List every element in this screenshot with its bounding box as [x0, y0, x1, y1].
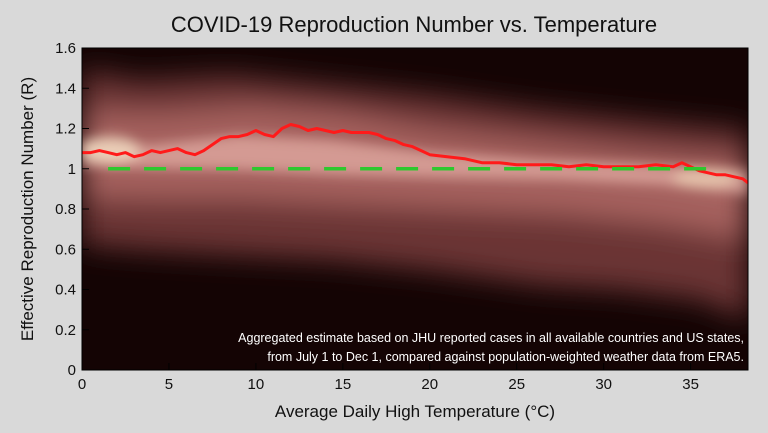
r-estimate-line — [82, 123, 748, 184]
density-hotspot-right — [673, 168, 737, 188]
annotation-line-2: from July 1 to Dec 1, compared against p… — [267, 350, 744, 364]
y-tick-label: 0.8 — [55, 201, 76, 218]
chart-title: COVID-19 Reproduction Number vs. Tempera… — [171, 12, 657, 37]
y-tick-label: 0 — [68, 362, 76, 379]
x-axis: 0 5 10 15 20 25 30 35 — [78, 363, 699, 393]
y-tick-label: 0.4 — [55, 282, 76, 299]
plot-area — [81, 47, 749, 371]
annotation: Aggregated estimate based on JHU reporte… — [238, 331, 744, 364]
density-hotspot-left — [82, 136, 140, 164]
y-tick-label: 0.6 — [55, 241, 76, 258]
density-core — [82, 135, 748, 195]
x-tick-label: 5 — [165, 376, 173, 393]
y-tick-label: 0.2 — [55, 322, 76, 339]
y-axis: 0 0.2 0.4 0.6 0.8 1 1.2 1.4 1.6 — [55, 40, 89, 379]
y-tick-label: 1.6 — [55, 40, 76, 57]
annotation-line-1: Aggregated estimate based on JHU reporte… — [238, 331, 744, 345]
series-layer — [82, 123, 748, 184]
x-tick-label: 10 — [248, 376, 265, 393]
x-tick-label: 0 — [78, 376, 86, 393]
y-tick-label: 1.2 — [55, 121, 76, 138]
x-tick-label: 15 — [334, 376, 351, 393]
y-tick-label: 1 — [68, 161, 76, 178]
x-tick-label: 25 — [508, 376, 525, 393]
x-tick-label: 20 — [421, 376, 438, 393]
x-tick-label: 35 — [682, 376, 699, 393]
y-axis-label: Effective Reproduction Number (R) — [18, 77, 37, 341]
x-axis-label: Average Daily High Temperature (°C) — [275, 402, 555, 421]
y-tick-label: 1.4 — [55, 80, 76, 97]
x-tick-label: 30 — [595, 376, 612, 393]
